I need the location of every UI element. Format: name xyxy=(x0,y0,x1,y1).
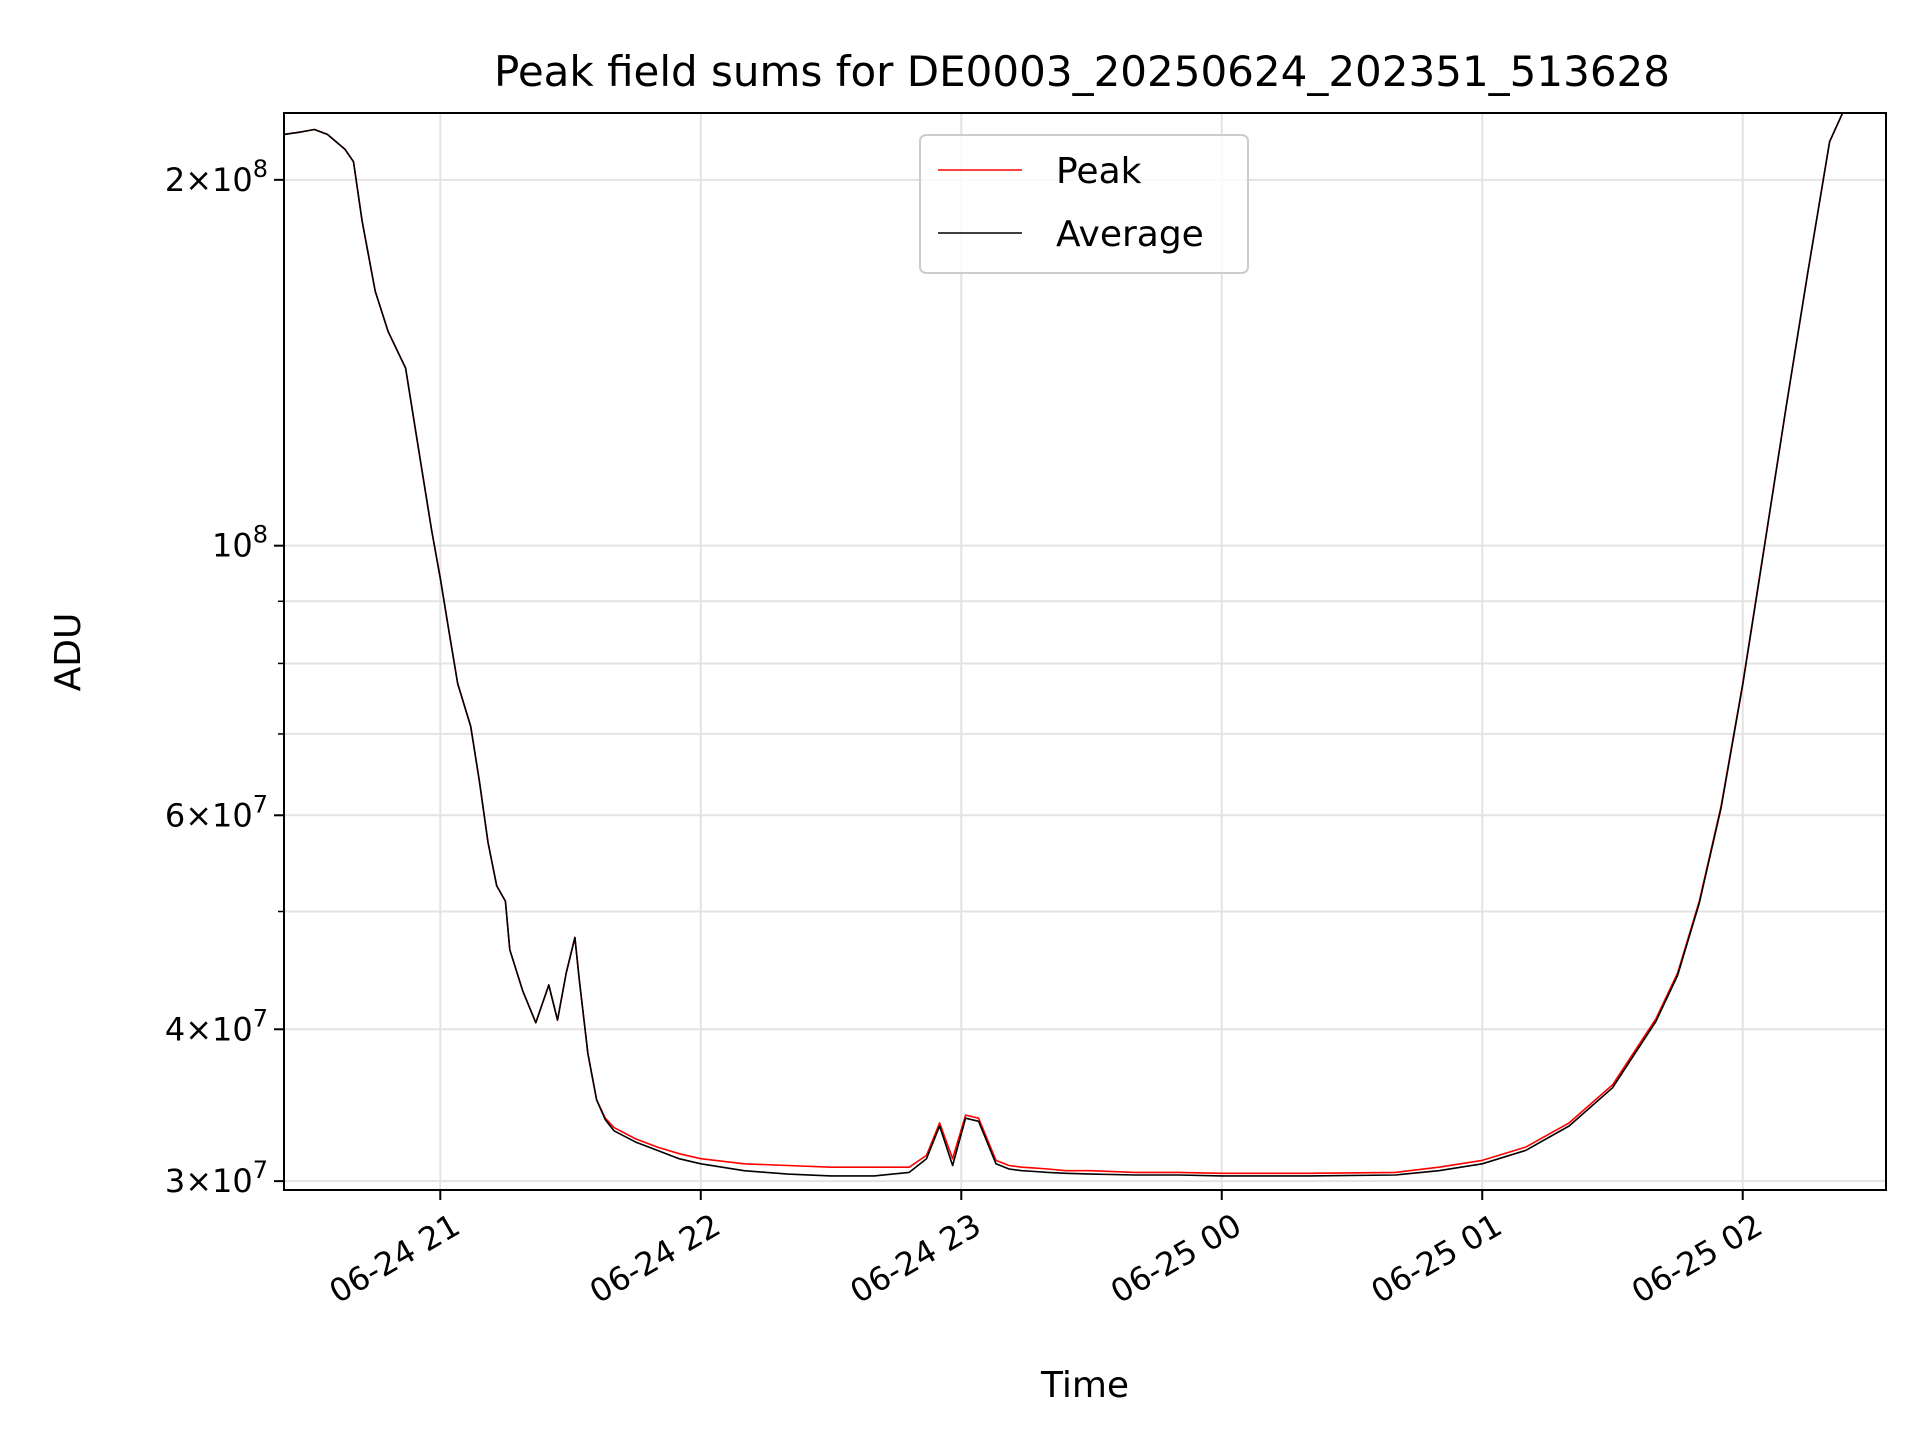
y-axis-label: ADU xyxy=(48,613,89,692)
y-tick-label: 108 xyxy=(212,521,268,565)
plot-frame xyxy=(283,112,1887,1191)
x-axis: 06-24 21 06-24 22 06-24 23 06-25 00 06-25 01… xyxy=(323,1190,1769,1311)
x-tick-label: 06-25 00 xyxy=(1104,1206,1248,1311)
series-lines xyxy=(284,113,1844,1177)
y-tick-label: 3×107 xyxy=(165,1156,268,1200)
legend-label-average: Average xyxy=(1056,214,1204,255)
x-tick-label: 06-24 23 xyxy=(844,1206,988,1311)
x-axis-label: Time xyxy=(1040,1365,1129,1406)
x-tick-label: 06-24 22 xyxy=(583,1206,727,1311)
y-axis: 3×107 4×107 6×107 108 2×108 xyxy=(165,155,284,1200)
grid-lines xyxy=(284,113,1886,1190)
legend-label-peak: Peak xyxy=(1056,151,1142,192)
x-tick-label: 06-24 21 xyxy=(323,1206,467,1311)
series-line-average xyxy=(284,113,1844,1177)
legend: Peak Average xyxy=(919,134,1249,274)
y-tick-label: 2×108 xyxy=(165,155,268,199)
chart-title: Peak field sums for DE0003_20250624_2023… xyxy=(494,47,1670,96)
y-tick-label: 4×107 xyxy=(165,1004,268,1048)
x-tick-label: 06-25 01 xyxy=(1365,1206,1509,1311)
x-tick-label: 06-25 02 xyxy=(1625,1206,1769,1311)
y-tick-label: 6×107 xyxy=(165,790,268,834)
